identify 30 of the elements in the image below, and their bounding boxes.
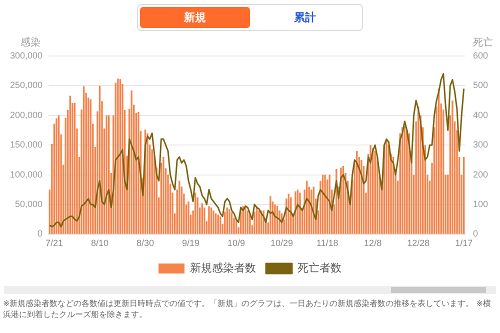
y2-tick-label: 100 [472, 198, 488, 209]
x-tick-label: 10/29 [270, 238, 294, 248]
y-axis-title: 感染 [20, 36, 41, 49]
x-tick-label: 8/10 [90, 238, 108, 248]
y2-tick-label: 200 [472, 169, 488, 180]
legend-label: 新規感染者数 [190, 261, 256, 274]
y2-tick-label: 500 [472, 80, 488, 90]
y-tick-label: 0 [38, 228, 43, 239]
x-tick-label: 12/8 [364, 238, 382, 248]
y-tick-label: 250,000 [10, 80, 43, 90]
x-tick-label: 12/28 [407, 238, 430, 248]
x-tick-label: 11/18 [316, 238, 338, 248]
text: ※新規感染者数などの各数値は更新日時時点での値です。「新規」のグラフは、一日あたりの新規感染者数の推移を表しています。 ※横浜港に到着したクルーズ船を除きます。 [2, 298, 492, 321]
y2-tick-label: 600 [472, 50, 488, 60]
view-toggle: 新規 累計 [137, 4, 363, 30]
y-tick-label: 100,000 [10, 169, 43, 180]
y2-tick-label: 300 [472, 140, 488, 150]
y-tick-label: 300,000 [10, 50, 43, 60]
y-tick-label: 50,000 [15, 198, 43, 209]
y-tick-label: 150,000 [10, 140, 43, 150]
x-tick-label: 7/21 [45, 238, 63, 248]
x-tick-label: 8/30 [136, 238, 154, 248]
legend-label: 死亡者数 [298, 261, 342, 274]
y2-tick-label: 0 [472, 228, 478, 239]
x-tick-label: 9/19 [182, 238, 200, 248]
y2-axis-title: 死亡 [472, 36, 493, 49]
x-tick-label: 10/9 [228, 238, 246, 248]
x-tick-label: 1/17 [455, 238, 473, 248]
y-tick-label: 200,000 [10, 110, 43, 120]
y2-tick-label: 400 [472, 110, 488, 120]
